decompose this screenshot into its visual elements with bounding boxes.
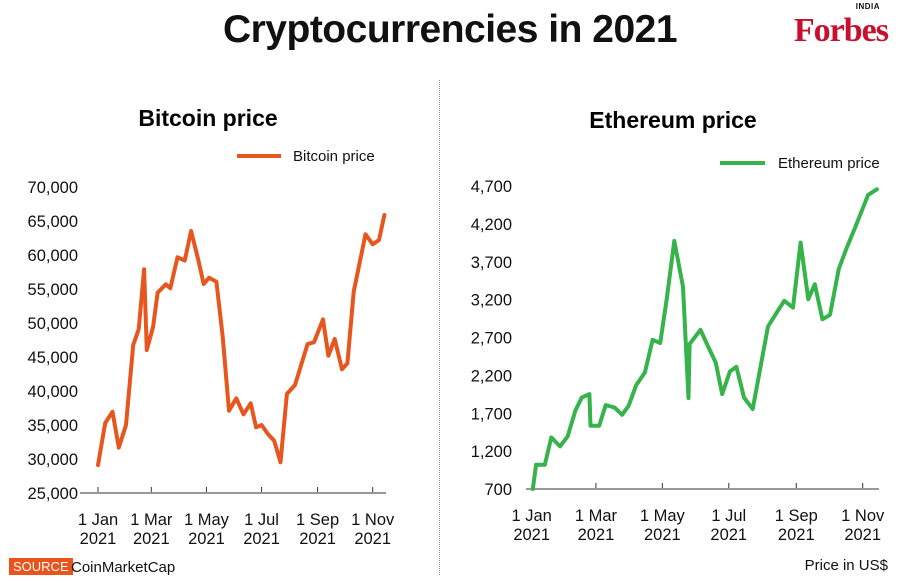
x-tick-year: 2021 <box>354 530 391 548</box>
x-tick-label: 1 Sep <box>775 507 818 525</box>
x-tick-label: 1 May <box>640 507 686 525</box>
x-tick-year: 2021 <box>133 530 170 548</box>
x-tick-label: 1 Nov <box>841 507 885 525</box>
source-badge: SOURCE <box>9 558 73 575</box>
y-tick-label: 65,000 <box>28 213 78 231</box>
logo-sub-text: INDIA <box>855 2 880 11</box>
y-tick-label: 2,700 <box>471 330 512 348</box>
x-tick-label: 1 Jan <box>78 511 118 529</box>
x-tick-year: 2021 <box>243 530 280 548</box>
page-title: Cryptocurrencies in 2021 <box>222 8 678 51</box>
panel-divider <box>439 80 440 575</box>
bitcoin-price-line <box>96 213 387 468</box>
y-tick-label: 60,000 <box>28 247 78 265</box>
legend-label: Bitcoin price <box>293 148 375 165</box>
x-tick-year: 2021 <box>188 530 225 548</box>
x-tick-year: 2021 <box>710 526 747 544</box>
chart-title: Ethereum price <box>589 107 756 133</box>
y-tick-label: 1,200 <box>471 443 512 461</box>
x-tick-year: 2021 <box>644 526 681 544</box>
y-tick-label: 45,000 <box>28 349 78 367</box>
y-tick-label: 700 <box>484 481 512 499</box>
y-tick-label: 4,700 <box>471 178 512 196</box>
y-tick-label: 70,000 <box>28 179 78 197</box>
forbes-india-logo: Forbes <box>793 12 889 49</box>
x-tick-year: 2021 <box>844 526 881 544</box>
y-tick-label: 50,000 <box>28 315 78 333</box>
logo-text: Forbes <box>793 12 889 49</box>
ethereum-price-line <box>530 187 879 491</box>
legend-label: Ethereum price <box>778 155 880 172</box>
chart-title: Bitcoin price <box>138 105 277 131</box>
x-tick-label: 1 Jul <box>244 511 279 529</box>
x-tick-label: 1 May <box>184 511 230 529</box>
y-tick-label: 35,000 <box>28 417 78 435</box>
x-tick-label: 1 Sep <box>296 511 339 529</box>
y-tick-label: 4,200 <box>471 216 512 234</box>
y-tick-label: 30,000 <box>28 451 78 469</box>
x-tick-label: 1 Jul <box>711 507 746 525</box>
y-tick-label: 1,700 <box>471 405 512 423</box>
y-tick-label: 3,700 <box>471 254 512 272</box>
x-tick-year: 2021 <box>513 526 550 544</box>
x-tick-label: 1 Nov <box>351 511 395 529</box>
x-tick-year: 2021 <box>299 530 336 548</box>
unit-note: Price in US$ <box>804 557 888 574</box>
y-tick-label: 25,000 <box>28 485 78 503</box>
x-tick-year: 2021 <box>578 526 615 544</box>
x-tick-label: 1 Mar <box>130 511 173 529</box>
y-tick-label: 55,000 <box>28 281 78 299</box>
y-tick-label: 2,200 <box>471 367 512 385</box>
x-tick-year: 2021 <box>80 530 117 548</box>
x-tick-label: 1 Jan <box>512 507 552 525</box>
source-name: CoinMarketCap <box>71 559 176 576</box>
y-tick-label: 3,200 <box>471 292 512 310</box>
y-tick-label: 40,000 <box>28 383 78 401</box>
x-tick-label: 1 Mar <box>575 507 618 525</box>
x-tick-year: 2021 <box>778 526 815 544</box>
